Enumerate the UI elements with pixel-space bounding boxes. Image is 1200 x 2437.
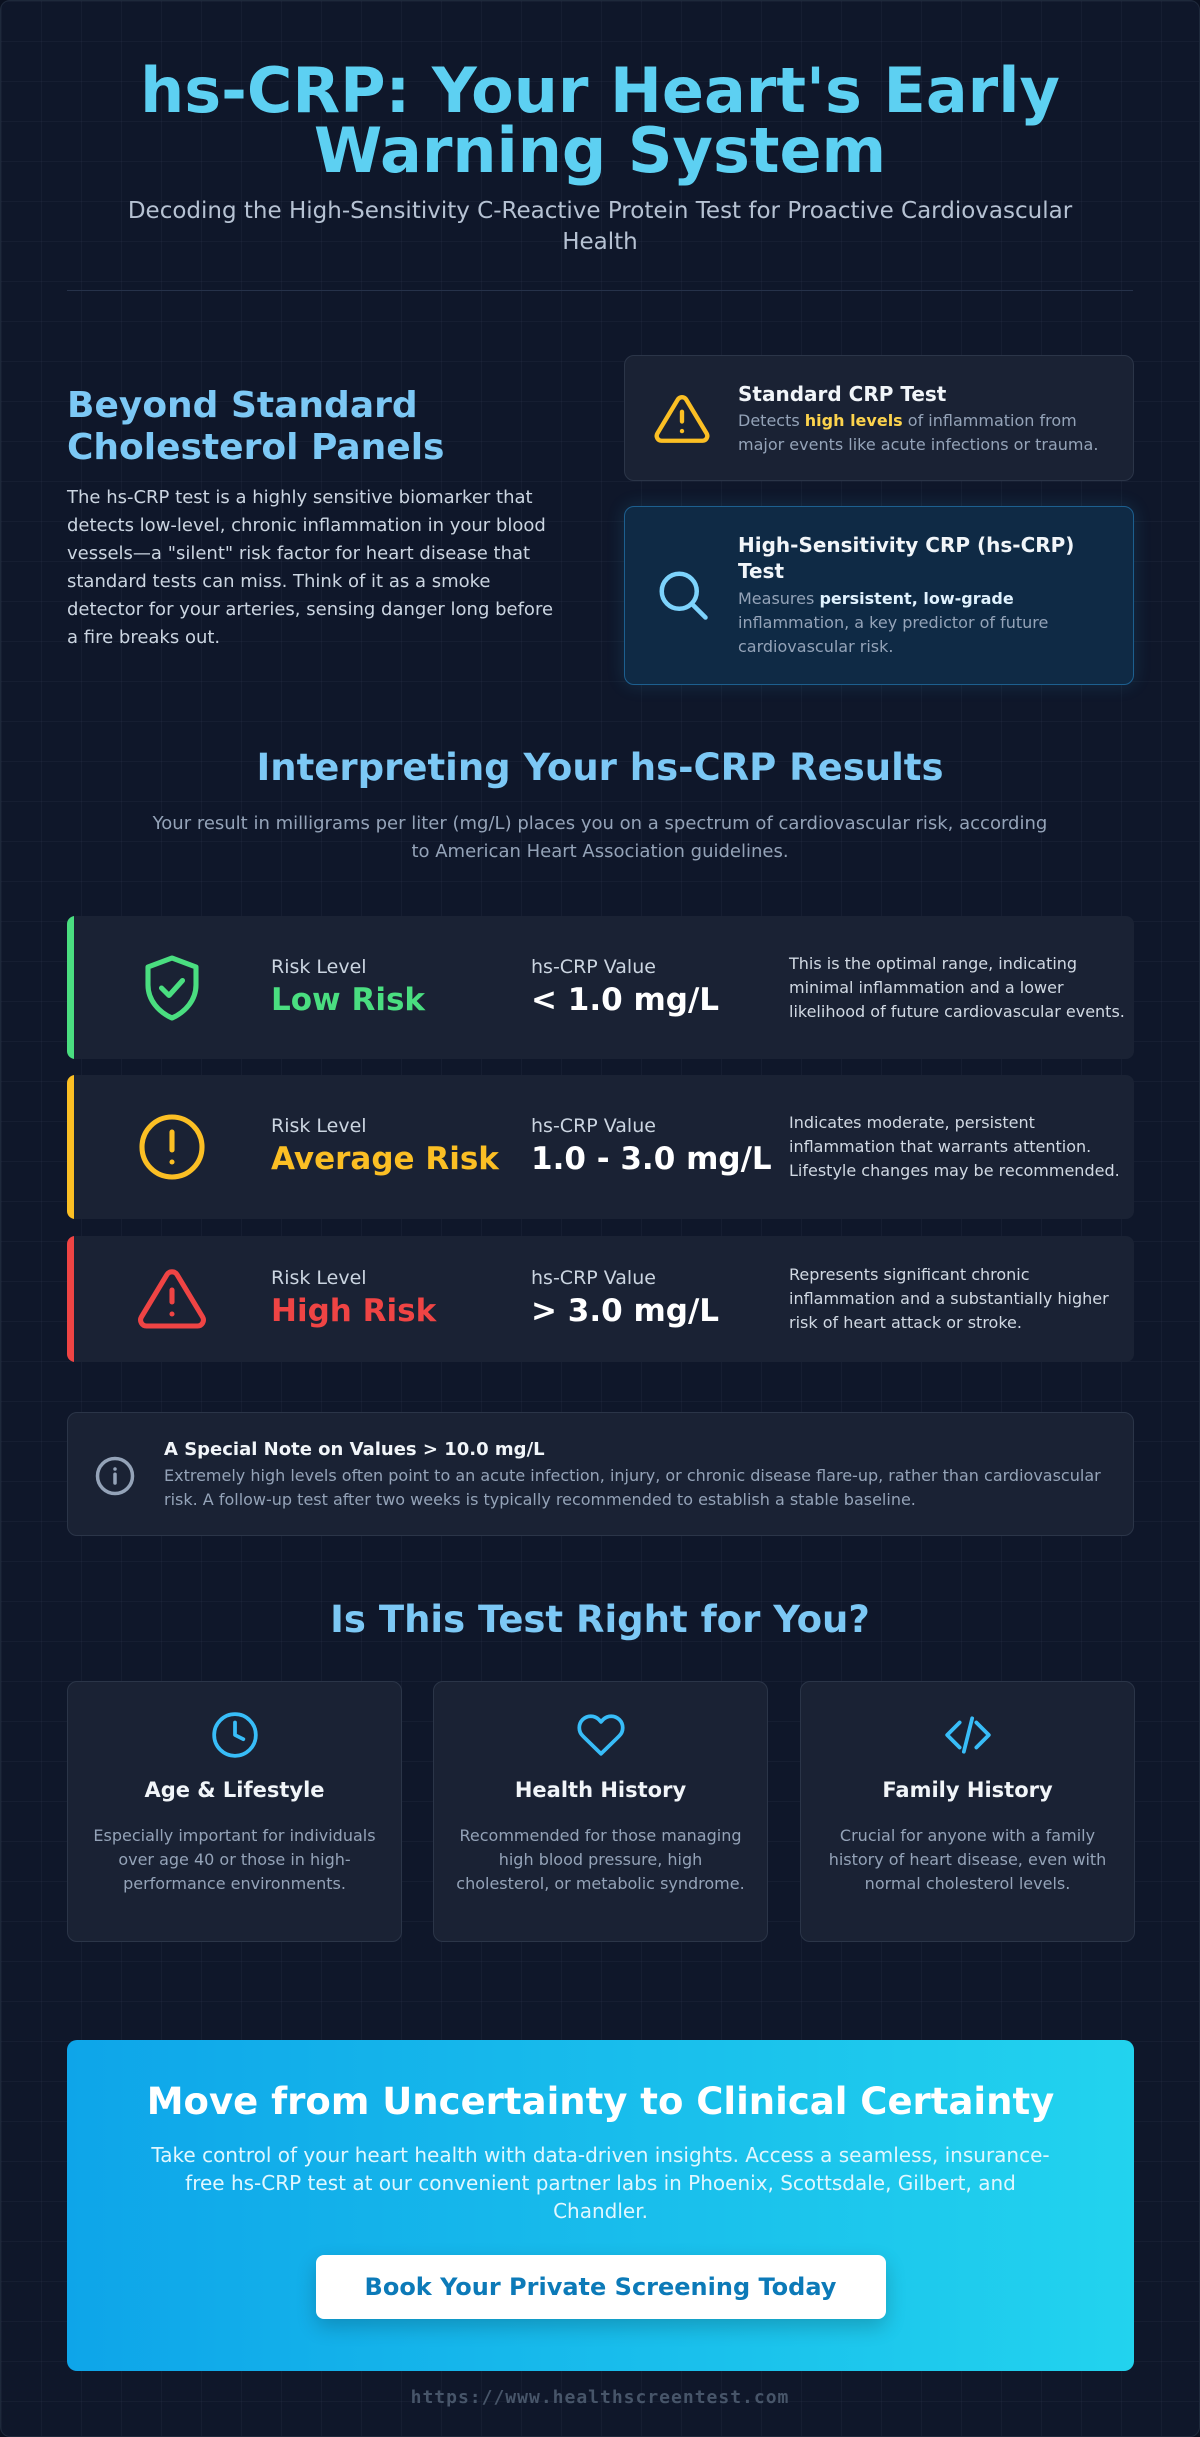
risk-row: Risk Level Low Risk hs-CRP Value < 1.0 m… (67, 916, 1134, 1059)
risk-description: Represents significant chronic inflammat… (789, 1265, 1109, 1332)
search-icon (659, 571, 708, 620)
risk-label: Risk Level (271, 1267, 367, 1289)
risk-row: Risk Level High Risk hs-CRP Value > 3.0 … (67, 1236, 1134, 1362)
intro-text: The hs-CRP test is a highly sensitive bi… (67, 487, 554, 648)
card-title: High-Sensitivity CRP (hs-CRP) Test (738, 533, 1075, 583)
audience-text: Recommended for those managing high bloo… (456, 1826, 745, 1893)
section-heading: Interpreting Your hs-CRP Results (256, 746, 944, 789)
footer-url: https://www.healthscreentest.com (410, 2387, 790, 2408)
audience-icon (576, 1714, 625, 1756)
cta-heading: Move from Uncertainty to Clinical Certai… (146, 2080, 1055, 2123)
risk-icon (145, 954, 199, 1021)
cta-text: Take control of your heart health with d… (151, 2143, 1050, 2223)
risk-value: 1.0 - 3.0 mg/L (531, 1141, 772, 1177)
highlight: high levels (804, 411, 903, 430)
value-label: hs-CRP Value (531, 1267, 656, 1289)
note-card: A Special Note on Values > 10.0 mg/L Ext… (67, 1412, 1134, 1536)
info-card: High-Sensitivity CRP (hs-CRP) Test Measu… (624, 506, 1134, 685)
card-text: Measures persistent, low-grade inflammat… (738, 587, 1108, 659)
risk-bar (67, 916, 74, 1059)
info-card: Standard CRP Test Detects high levels of… (624, 355, 1134, 481)
title: hs-CRP: Your Heart's Early Warning Syste… (140, 54, 1060, 187)
audience-icon (944, 1716, 991, 1754)
risk-icon (138, 1269, 206, 1329)
text: inflammation, a key predictor of future … (738, 613, 1049, 656)
risk-name: Average Risk (271, 1141, 499, 1177)
cta-banner: Move from Uncertainty to Clinical Certai… (67, 2040, 1134, 2371)
section-heading: Is This Test Right for You? (330, 1598, 870, 1641)
audience-text: Crucial for anyone with a family history… (828, 1826, 1107, 1893)
audience-card: Family History Crucial for anyone with a… (800, 1681, 1135, 1942)
note-text: Extremely high levels often point to an … (164, 1466, 1101, 1509)
card-title: Standard CRP Test (738, 382, 947, 406)
risk-bar (67, 1236, 74, 1362)
risk-icon (139, 1114, 205, 1180)
risk-value: < 1.0 mg/L (531, 981, 720, 1018)
audience-title: Health History (514, 1778, 687, 1802)
audience-card: Age & Lifestyle Especially important for… (67, 1681, 402, 1942)
audience-card: Health History Recommended for those man… (433, 1681, 768, 1942)
divider (67, 290, 1133, 291)
card-text: Detects high levels of inflammation from… (738, 409, 1118, 457)
risk-bar (67, 1075, 74, 1219)
audience-icon (211, 1712, 258, 1758)
risk-value: > 3.0 mg/L (531, 1293, 720, 1329)
risk-name: High Risk (271, 1293, 437, 1329)
risk-label: Risk Level (271, 955, 367, 978)
risk-label: Risk Level (271, 1115, 367, 1137)
note-title: A Special Note on Values > 10.0 mg/L (164, 1439, 545, 1460)
text: of inflammation from major events like a… (738, 411, 1099, 454)
audience-title: Age & Lifestyle (144, 1778, 325, 1802)
highlight: persistent, low-grade (819, 589, 1014, 608)
text: Measures (738, 589, 815, 608)
section-intro: Your result in milligrams per liter (mg/… (152, 813, 1048, 862)
audience-title: Family History (882, 1778, 1053, 1802)
risk-description: Indicates moderate, persistent inflammat… (789, 1113, 1120, 1180)
risk-row: Risk Level Average Risk hs-CRP Value 1.0… (67, 1075, 1134, 1219)
info-icon (95, 1456, 135, 1496)
risk-name: Low Risk (271, 981, 426, 1018)
warning-icon (654, 394, 710, 443)
audience-text: Especially important for individuals ove… (93, 1826, 376, 1893)
value-label: hs-CRP Value (531, 955, 656, 978)
text: Detects (738, 411, 800, 430)
subtitle: Decoding the High-Sensitivity C-Reactive… (127, 198, 1073, 255)
section-heading: Beyond Standard Cholesterol Panels (67, 385, 445, 468)
risk-description: This is the optimal range, indicating mi… (789, 953, 1125, 1021)
cta-button[interactable]: Book Your Private Screening Today (315, 2255, 886, 2319)
value-label: hs-CRP Value (531, 1115, 656, 1137)
